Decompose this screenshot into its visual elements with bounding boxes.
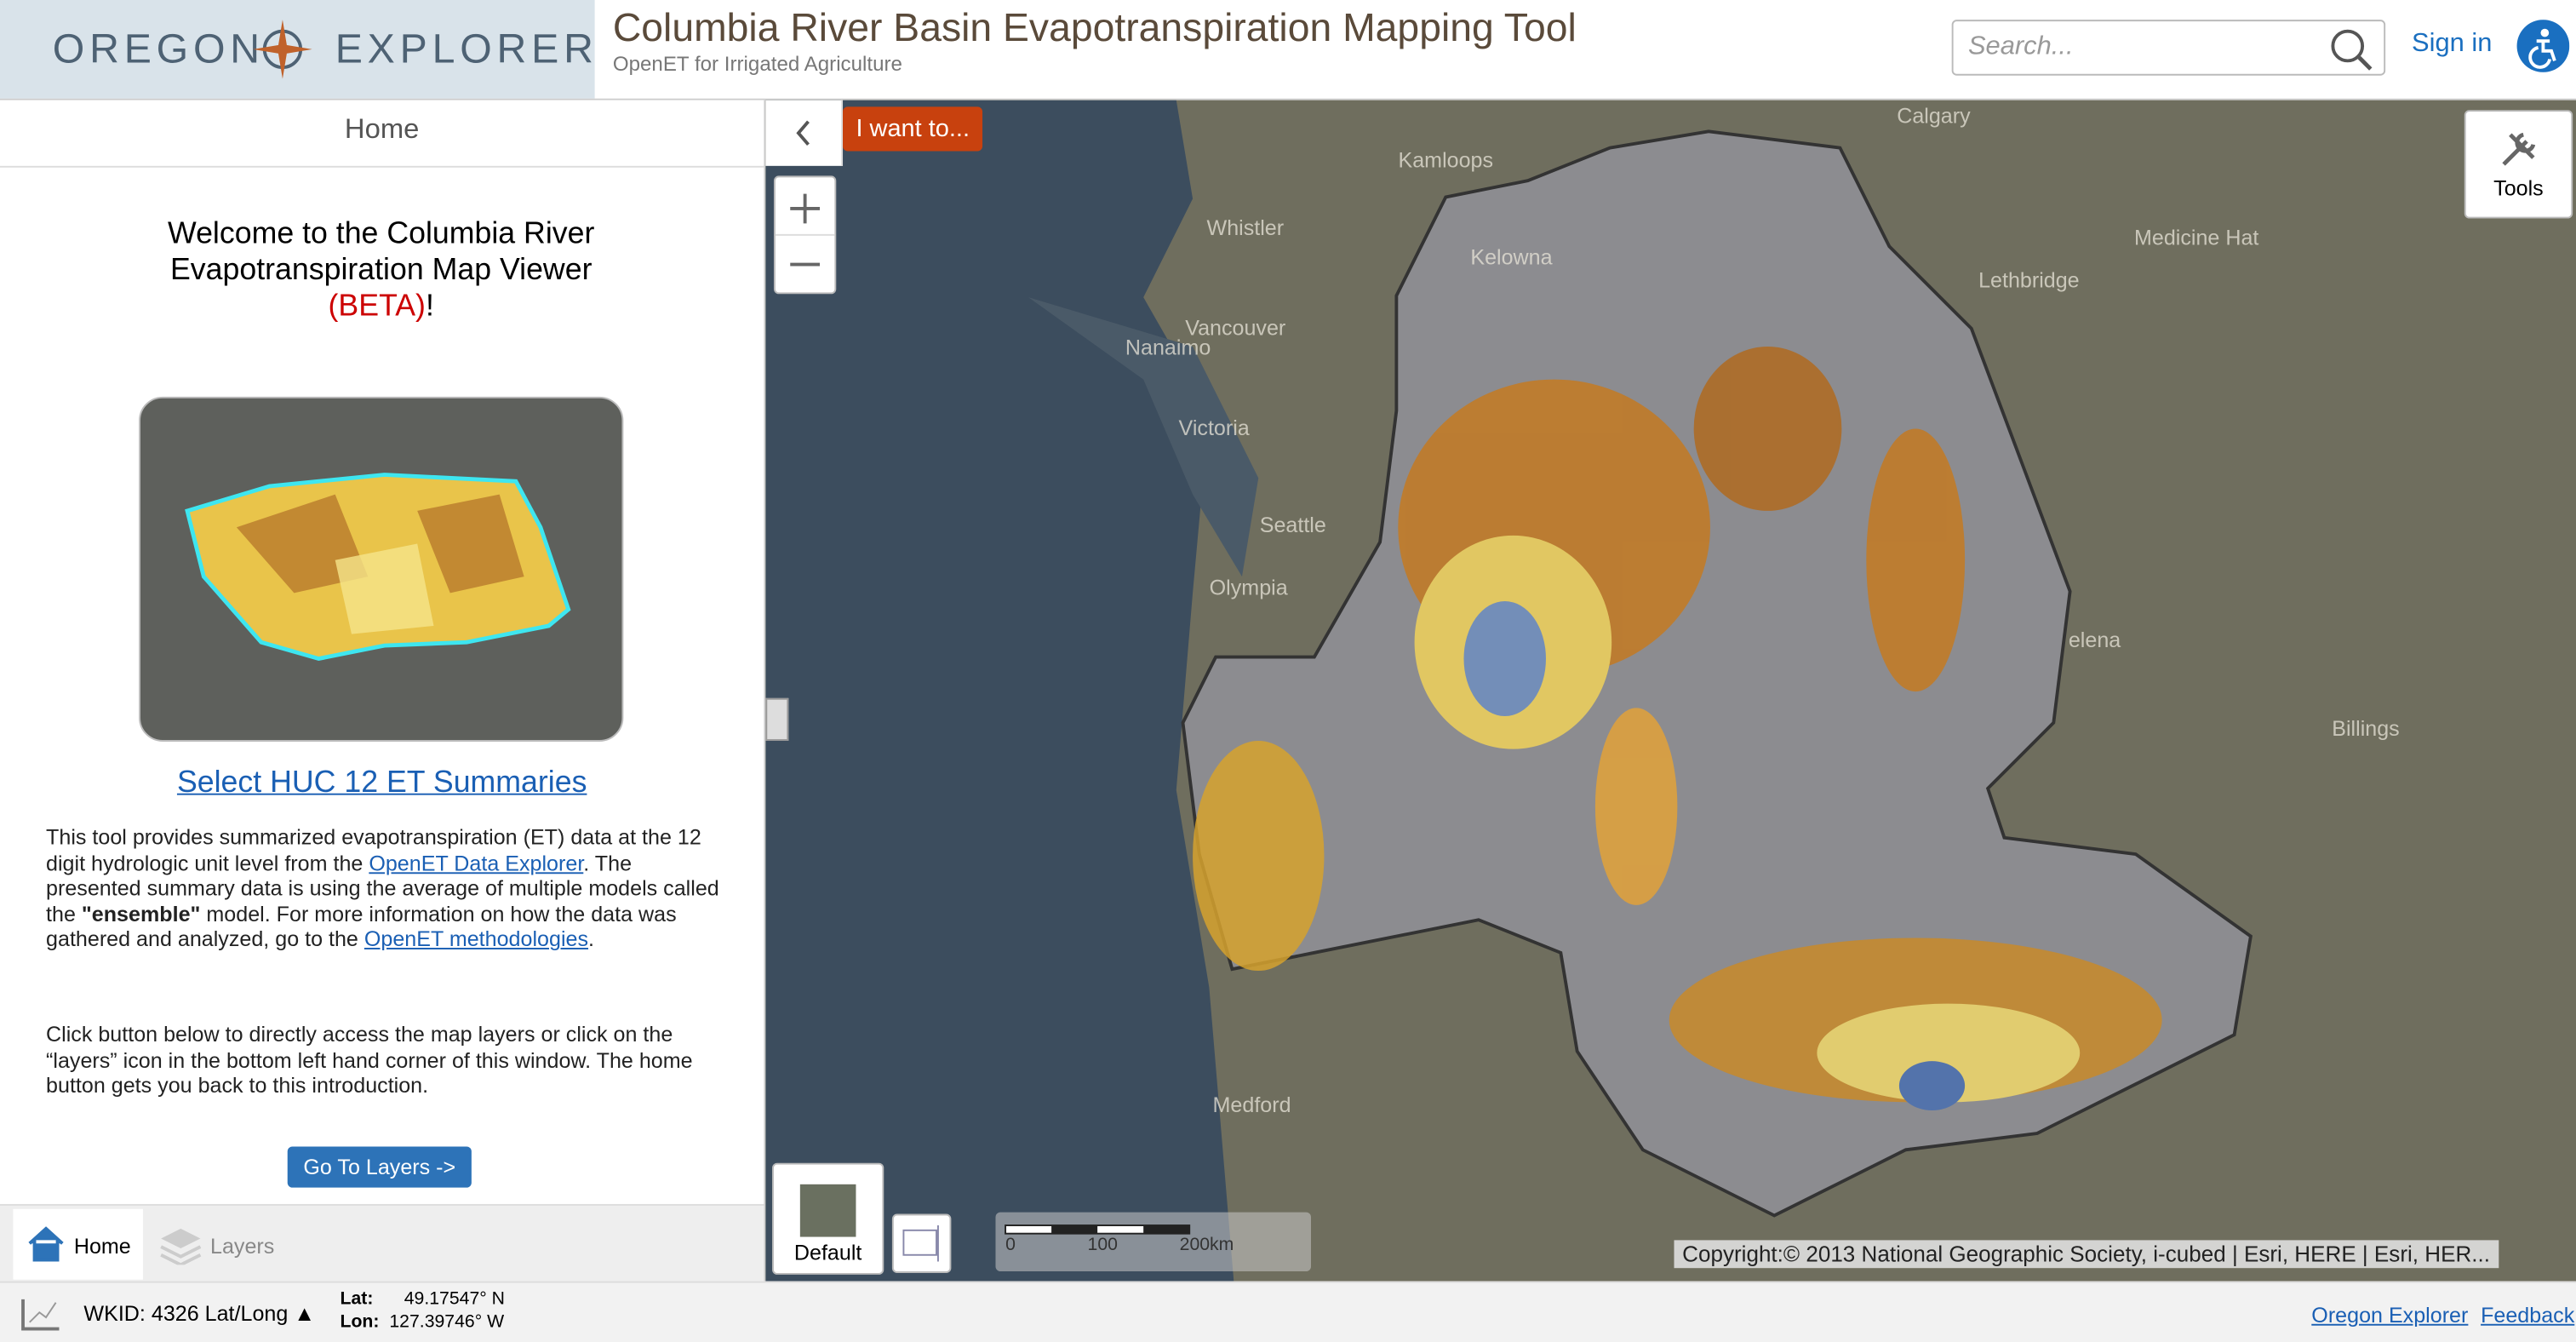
intro-paragraph: This tool provides summarized evapotrans… — [46, 824, 728, 952]
header: OREGON EXPLORER Columbia River Basin Eva… — [0, 0, 2576, 100]
huc-summaries-link[interactable]: Select HUC 12 ET Summaries — [176, 763, 587, 799]
basemap-label: Default — [793, 1240, 862, 1265]
scale-toggle[interactable] — [891, 1213, 952, 1273]
scale-tick: 100 — [1087, 1235, 1118, 1255]
basemap-button[interactable]: Default — [772, 1162, 884, 1275]
search-icon — [2331, 29, 2373, 71]
text: model. For more information on how the d… — [46, 901, 677, 952]
lon-label: Lon: — [340, 1312, 380, 1333]
go-to-layers-button[interactable]: Go To Layers -> — [287, 1146, 472, 1188]
text: . — [588, 926, 595, 952]
place-label: Calgary — [1897, 105, 1971, 129]
place-label: Vancouver — [1185, 317, 1285, 341]
strait — [1028, 297, 1259, 577]
scale-tick: 200km — [1179, 1235, 1234, 1255]
wkid-selector[interactable]: WKID: 4326 Lat/Long ▲ — [83, 1300, 316, 1326]
scale-graphic — [1005, 1224, 1191, 1235]
footer-link[interactable]: Feedback — [2481, 1302, 2575, 1328]
data-explorer-link[interactable]: OpenET Data Explorer — [369, 850, 584, 875]
bold-text: "ensemble" — [81, 901, 201, 926]
place-label: Olympia — [1210, 576, 1288, 599]
welcome-text: Welcome to the Columbia River Evapotrans… — [168, 215, 595, 286]
tools-button[interactable]: Tools — [2464, 110, 2573, 219]
beta-label: (BETA) — [328, 287, 426, 323]
welcome-heading: Welcome to the Columbia River Evapotrans… — [152, 215, 611, 324]
map-canvas: Calgary Kamloops Whistler Kelowna Medicine H… — [765, 100, 2400, 1282]
place-label: Lethbridge — [1978, 269, 2080, 293]
lon-value: 127.39746° W — [389, 1312, 505, 1333]
scale-tick: 0 — [1005, 1235, 1016, 1255]
tools-icon — [2502, 132, 2536, 166]
zoom-buttons[interactable] — [775, 177, 835, 292]
app-subtitle: OpenET for Irrigated Agriculture — [612, 52, 902, 76]
tools-label: Tools — [2493, 175, 2544, 201]
welcome-end: ! — [425, 287, 434, 323]
tab-bar: Home Layers — [0, 1203, 764, 1283]
chevron-icon — [796, 120, 810, 146]
place-label: Kelowna — [1470, 246, 1552, 270]
place-label: Billings — [2332, 717, 2399, 741]
footer-link[interactable]: Oregon Explorer — [2311, 1302, 2469, 1328]
lat-value: 49.17547° N — [404, 1289, 506, 1310]
place-label: Kamloops — [1398, 149, 1493, 173]
lat-label: Lat: — [340, 1289, 374, 1310]
scale-bar: 0 100 200km — [995, 1212, 1312, 1272]
place-label: elena — [2069, 628, 2121, 652]
coord-icon — [21, 1299, 60, 1331]
zoom-control — [773, 175, 837, 295]
layers-icon — [160, 1228, 202, 1265]
i-want-to-button[interactable]: I want to... — [843, 106, 983, 152]
text: . The presented summary data is using th… — [46, 850, 719, 926]
place-label: Seattle — [1260, 513, 1326, 537]
place-label: Nanaimo — [1125, 336, 1211, 360]
place-label: Medford — [1213, 1093, 1291, 1117]
sign-in[interactable]: Sign in — [2412, 29, 2493, 58]
map[interactable]: Calgary Kamloops Whistler Kelowna Medicine H… — [765, 100, 2576, 1282]
panel-resizer[interactable] — [765, 697, 789, 741]
place-label: Victoria — [1179, 416, 1250, 440]
compass-icon — [253, 20, 312, 79]
logo[interactable]: OREGON EXPLORER — [0, 0, 595, 99]
copyright: Copyright:© 2013 National Geographic Soc… — [1674, 1240, 2499, 1269]
place-label: Medicine Hat — [2134, 226, 2258, 249]
search-box[interactable]: Search... — [1951, 20, 2386, 76]
basemap-thumbnail — [799, 1184, 856, 1237]
collapse-panel-button[interactable] — [765, 100, 844, 166]
layers-paragraph: Click button below to directly access th… — [46, 1021, 693, 1098]
ocean — [765, 100, 1234, 1282]
preview-image[interactable] — [138, 396, 624, 743]
home-tab[interactable]: Home — [13, 1208, 143, 1280]
scale-icon — [902, 1225, 939, 1262]
place-label: Whistler — [1207, 216, 1285, 240]
tab-label: Layers — [210, 1233, 275, 1259]
footer: WKID: 4326 Lat/Long ▲ Lat: 49.17547° N L… — [0, 1281, 2576, 1342]
et-patches — [1193, 347, 2162, 1111]
home-icon — [28, 1226, 64, 1262]
logo-right: EXPLORER — [335, 26, 598, 72]
accessibility-button[interactable] — [2516, 20, 2570, 72]
methodologies-link[interactable]: OpenET methodologies — [364, 926, 589, 952]
logo-left: OREGON — [52, 26, 265, 72]
panel-title: Home — [0, 100, 764, 168]
text: This tool provides summarized evapotrans… — [46, 824, 701, 875]
tab-label: Home — [73, 1233, 131, 1259]
layers-tab[interactable]: Layers — [156, 1209, 304, 1280]
side-panel: Home Welcome to the Columbia River Evapo… — [0, 100, 766, 1283]
app-title: Columbia River Basin Evapotranspiration … — [612, 6, 1577, 51]
search-placeholder: Search... — [1967, 32, 2074, 61]
